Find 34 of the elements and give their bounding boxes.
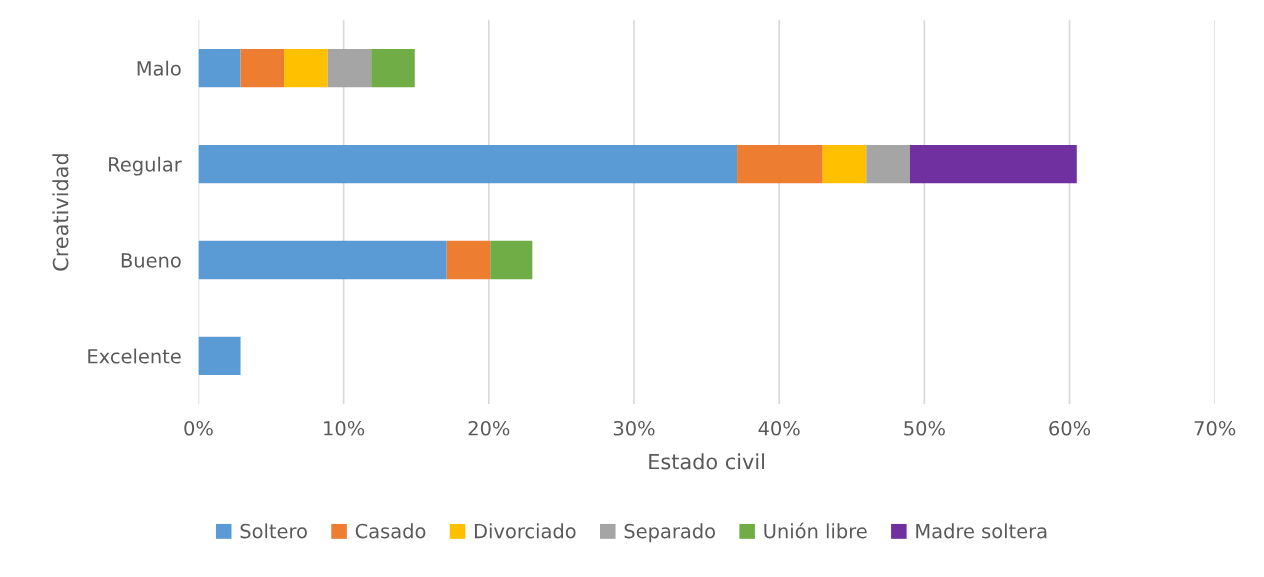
bar	[240, 48, 285, 88]
x-tick-label: 30%	[613, 420, 655, 436]
x-axis-title: Estado civil	[649, 453, 764, 470]
y-axis-title: Creatividad	[52, 154, 69, 271]
legend-label: Casado	[355, 523, 426, 539]
y-tick-label: Malo	[137, 60, 181, 76]
y-tick-label: Excelente	[88, 348, 181, 364]
bar	[198, 240, 447, 280]
y-tick-label: Regular	[109, 156, 182, 176]
bar	[198, 336, 241, 376]
x-tick-label: 70%	[1194, 420, 1236, 436]
x-tick-label: 10%	[324, 420, 365, 436]
legend-label: Divorciado	[474, 523, 576, 539]
bar	[371, 48, 415, 88]
x-tick-label: 50%	[904, 420, 945, 436]
x-tick-label: 60%	[1049, 420, 1091, 436]
bar	[490, 240, 533, 280]
x-tick-label: 20%	[468, 420, 510, 436]
y-tick-label: Bueno	[121, 253, 181, 268]
bar	[446, 240, 491, 280]
x-tick-label: 40%	[758, 420, 800, 436]
bar	[909, 144, 1077, 184]
bar	[737, 144, 823, 184]
legend-label: Unión libre	[764, 522, 867, 539]
legend-label: Soltero	[240, 523, 307, 539]
legend-label: Separado	[624, 523, 715, 543]
bar	[866, 144, 910, 184]
bar	[327, 48, 372, 88]
bar	[284, 48, 328, 88]
bar	[198, 48, 241, 88]
bar	[822, 144, 867, 184]
x-tick-label: 0%	[184, 420, 213, 436]
bar	[198, 144, 738, 184]
legend-label: Madre soltera	[916, 523, 1047, 539]
